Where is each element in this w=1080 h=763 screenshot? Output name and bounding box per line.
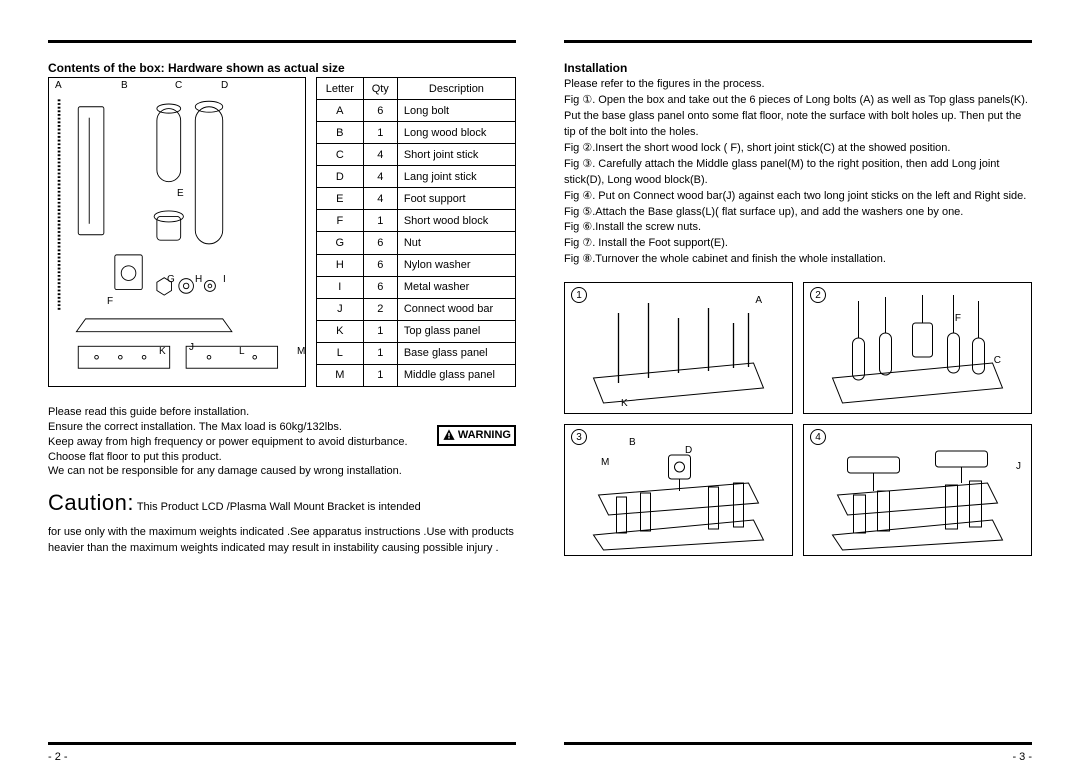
page-number-right: - 3 - xyxy=(564,751,1032,763)
row-B: B1Long wood block xyxy=(317,122,516,144)
hw-label-C: C xyxy=(175,80,182,91)
installation-heading: Installation xyxy=(564,61,1032,75)
note-5: We can not be responsible for any damage… xyxy=(48,464,516,479)
parts-head: Letter Qty Description xyxy=(317,78,516,100)
row-F: F1Short wood block xyxy=(317,210,516,232)
notes-block: WARNING Please read this guide before in… xyxy=(48,405,516,479)
warning-icon xyxy=(442,428,456,442)
fig4-J: J xyxy=(1016,461,1021,472)
two-page-spread: Contents of the box: Hardware shown as a… xyxy=(48,40,1032,763)
hw-label-A: A xyxy=(55,80,62,91)
row-G: G6Nut xyxy=(317,232,516,254)
fig3-D: D xyxy=(685,445,692,456)
bottom-rule-r xyxy=(564,742,1032,745)
fig-3: 3 B M xyxy=(564,424,793,556)
fig3-svg xyxy=(565,425,792,555)
inst-5: Fig ⑤.Attach the Base glass(L)( flat sur… xyxy=(564,205,1032,221)
hardware-diagram: A B C D E F G H I J K L M xyxy=(48,77,306,387)
caution-word: Caution: xyxy=(48,490,134,515)
hw-label-E: E xyxy=(177,188,184,199)
inst-0: Please refer to the figures in the proce… xyxy=(564,77,1032,93)
fig-2: 2 F C xyxy=(803,282,1032,414)
fig3-B: B xyxy=(629,437,636,448)
warning-badge: WARNING xyxy=(437,425,516,446)
fig2-F: F xyxy=(955,313,961,324)
fig4-svg xyxy=(804,425,1031,555)
inst-8: Fig ⑧.Turnover the whole cabinet and fin… xyxy=(564,252,1032,268)
hardware-svg xyxy=(49,78,305,386)
figure-grid: 1 A K xyxy=(564,282,1032,556)
top-rule-r xyxy=(564,40,1032,43)
th-qty: Qty xyxy=(363,78,397,100)
row-C: C4Short joint stick xyxy=(317,144,516,166)
row-H: H6Nylon washer xyxy=(317,254,516,276)
row-J: J2Connect wood bar xyxy=(317,298,516,320)
fig-1: 1 A K xyxy=(564,282,793,414)
fig2-svg xyxy=(804,283,1031,413)
page-left: Contents of the box: Hardware shown as a… xyxy=(48,40,516,763)
note-1: Please read this guide before installati… xyxy=(48,405,516,420)
contents-heading: Contents of the box: Hardware shown as a… xyxy=(48,61,516,75)
bottom-rule xyxy=(48,742,516,745)
row-K: K1Top glass panel xyxy=(317,320,516,342)
hw-label-I: I xyxy=(223,274,226,285)
page-right: Installation Please refer to the figures… xyxy=(564,40,1032,763)
inst-7: Fig ⑦. Install the Foot support(E). xyxy=(564,236,1032,252)
hw-label-H: H xyxy=(195,274,202,285)
inst-2: Fig ②.Insert the short wood lock ( F), s… xyxy=(564,141,1032,157)
note-4: Choose flat floor to put this product. xyxy=(48,450,516,465)
row-D: D4Lang joint stick xyxy=(317,166,516,188)
instruction-spread: Contents of the box: Hardware shown as a… xyxy=(0,0,1080,763)
fig1-A: A xyxy=(755,295,762,306)
parts-table: Letter Qty Description A6Long bolt B1Lon… xyxy=(316,77,516,387)
th-letter: Letter xyxy=(317,78,364,100)
inst-4: Fig ④. Put on Connect wood bar(J) agains… xyxy=(564,189,1032,205)
fig2-C: C xyxy=(994,355,1001,366)
page-number-left: - 2 - xyxy=(48,751,516,763)
row-M: M1Middle glass panel xyxy=(317,364,516,386)
row-E: E4Foot support xyxy=(317,188,516,210)
hw-label-G: G xyxy=(167,274,175,285)
fig-4: 4 J xyxy=(803,424,1032,556)
hw-label-D: D xyxy=(221,80,228,91)
hw-label-F: F xyxy=(107,296,113,307)
caution-rest: for use only with the maximum weights in… xyxy=(48,525,516,557)
inst-6: Fig ⑥.Install the screw nuts. xyxy=(564,220,1032,236)
hw-label-B: B xyxy=(121,80,128,91)
row-L: L1Base glass panel xyxy=(317,342,516,364)
caution-block: Caution: This Product LCD /Plasma Wall M… xyxy=(48,487,516,557)
hw-label-K: K xyxy=(159,346,166,357)
inst-3: Fig ③. Carefully attach the Middle glass… xyxy=(564,157,1032,189)
top-rule xyxy=(48,40,516,43)
warning-text: WARNING xyxy=(458,428,511,443)
row-I: I6Metal washer xyxy=(317,276,516,298)
hw-label-M: M xyxy=(297,346,305,357)
fig3-M: M xyxy=(601,457,609,468)
hw-label-L: L xyxy=(239,346,245,357)
caution-lead: This Product LCD /Plasma Wall Mount Brac… xyxy=(137,501,421,513)
row-A: A6Long bolt xyxy=(317,100,516,122)
installation-text: Please refer to the figures in the proce… xyxy=(564,77,1032,268)
fig1-K: K xyxy=(621,398,628,409)
th-desc: Description xyxy=(397,78,515,100)
inst-1: Fig ①. Open the box and take out the 6 p… xyxy=(564,93,1032,141)
hw-label-J: J xyxy=(189,342,194,353)
